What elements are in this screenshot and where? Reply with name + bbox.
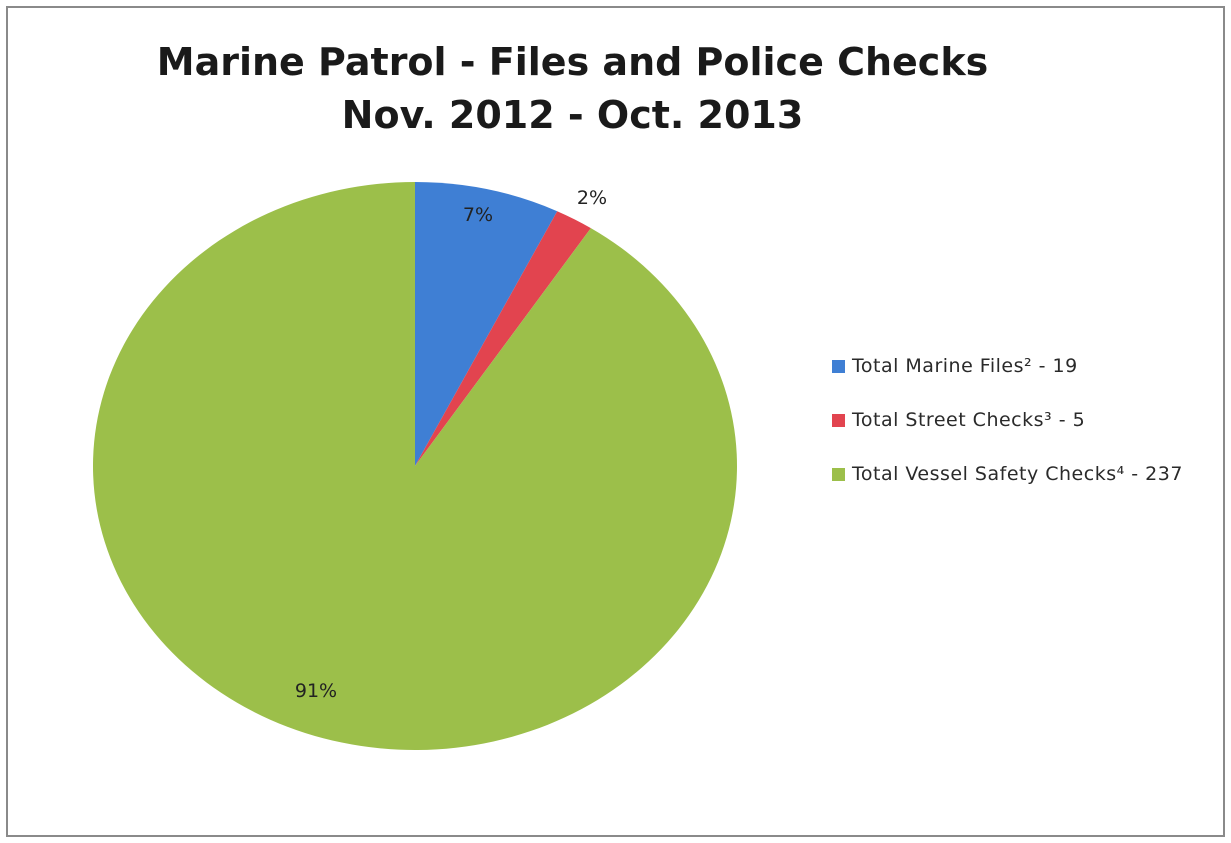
legend-item-street-checks: Total Street Checks³ - 5 (832, 406, 1202, 434)
chart-legend: Total Marine Files² - 19 Total Street Ch… (832, 352, 1202, 514)
data-label-street-checks: 2% (577, 187, 607, 209)
legend-swatch-street-checks (832, 414, 845, 427)
legend-item-marine-files: Total Marine Files² - 19 (832, 352, 1202, 380)
legend-label-vessel-safety-checks: Total Vessel Safety Checks⁴ - 237 (852, 463, 1183, 485)
chart-title-block: Marine Patrol - Files and Police Checks … (0, 36, 1231, 142)
chart-title: Marine Patrol - Files and Police Checks (156, 40, 989, 84)
legend-swatch-vessel-safety-checks (832, 468, 845, 481)
pie-slice-marine-files (415, 182, 558, 466)
chart-subtitle: Nov. 2012 - Oct. 2013 (341, 93, 804, 137)
data-label-vessel-safety-checks: 91% (295, 680, 337, 702)
data-label-marine-files: 7% (463, 204, 493, 226)
legend-swatch-marine-files (832, 360, 845, 373)
legend-item-vessel-safety-checks: Total Vessel Safety Checks⁴ - 237 (832, 460, 1202, 488)
pie-slice-street-checks (415, 211, 591, 466)
pie-slice-vessel-safety-checks (93, 182, 738, 751)
legend-label-marine-files: Total Marine Files² - 19 (852, 355, 1078, 377)
legend-label-street-checks: Total Street Checks³ - 5 (852, 409, 1086, 431)
